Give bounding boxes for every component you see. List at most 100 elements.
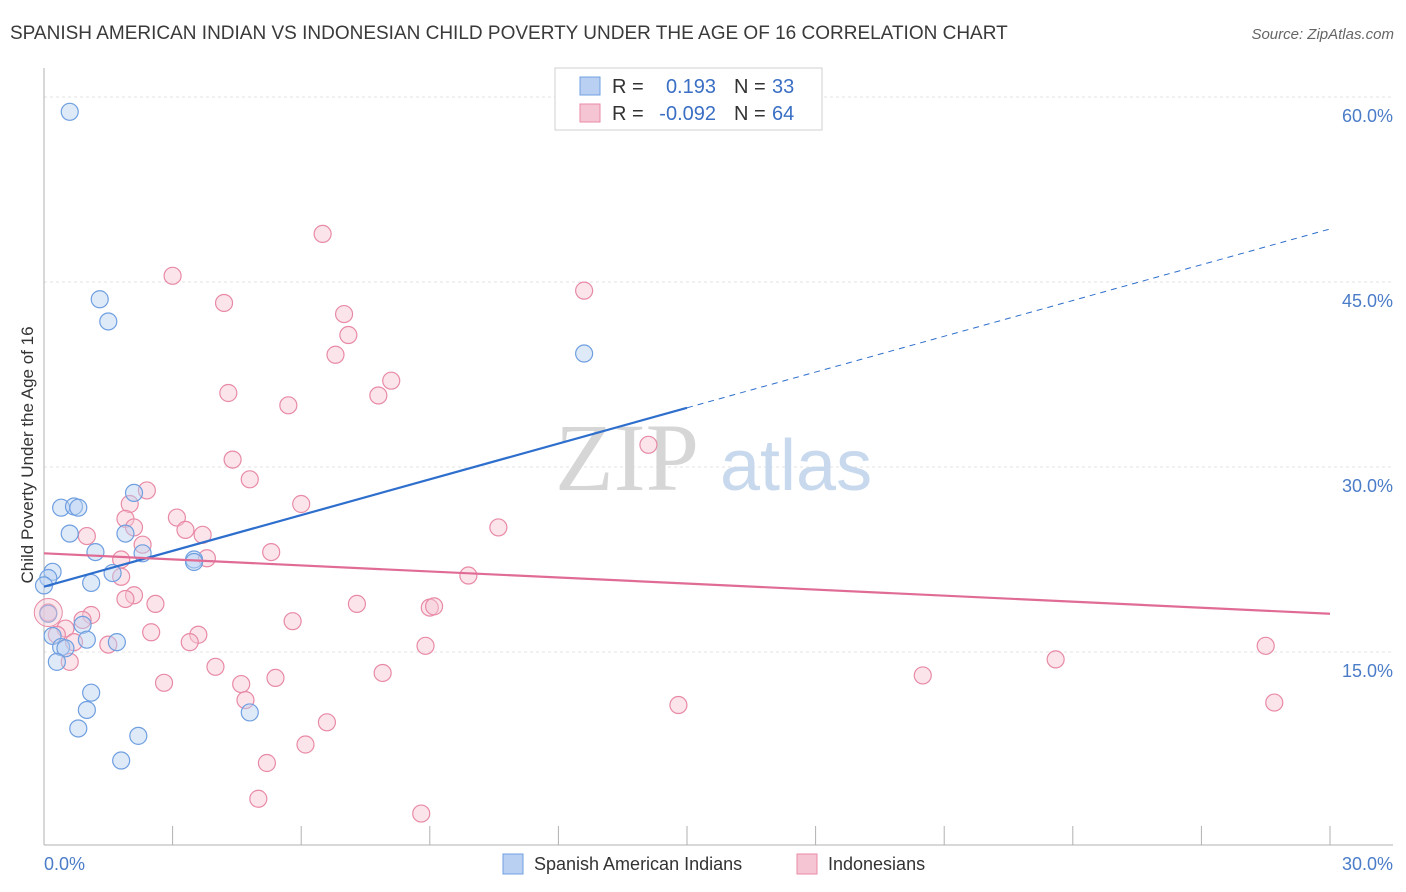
point-indonesian-1 — [163, 266, 182, 285]
stats-swatch-indonesian — [579, 103, 601, 123]
point-indonesian-11 — [639, 435, 658, 454]
point-indonesian-25 — [262, 542, 281, 562]
point-spanish-25 — [56, 639, 75, 658]
stats-legend: R = 0.193 N = 33 R = -0.092 N = 64 — [554, 67, 823, 131]
point-indonesian-42 — [142, 623, 161, 642]
legend-swatch-spanish — [502, 853, 524, 875]
point-indonesian-52 — [373, 663, 392, 683]
stats-r-value-indonesian: -0.092 — [659, 103, 716, 125]
point-indonesian-28 — [459, 566, 478, 585]
point-indonesian-3 — [214, 293, 234, 313]
point-indonesian-16 — [292, 494, 311, 514]
watermark: ZIP atlas — [555, 404, 872, 511]
series-legend: Spanish American Indians Indonesians — [502, 853, 925, 875]
point-spanish-30 — [69, 719, 88, 738]
chart-title: SPANISH AMERICAN INDIAN VS INDONESIAN CH… — [10, 23, 1008, 44]
point-indonesian-55 — [154, 673, 174, 692]
stats-r-value-spanish: 0.193 — [666, 76, 716, 98]
point-indonesian-12 — [223, 450, 242, 469]
data-points — [33, 102, 1284, 823]
point-indonesian-60 — [317, 713, 337, 732]
point-indonesian-15 — [120, 494, 139, 514]
point-indonesian-31 — [116, 589, 135, 609]
point-spanish-8 — [60, 524, 79, 543]
point-spanish-31 — [129, 726, 148, 745]
point-indonesian-51 — [206, 657, 225, 676]
point-indonesian-33 — [347, 594, 367, 614]
y-axis-tick-labels: 15.0% 30.0% 45.0% 60.0% — [1342, 106, 1393, 681]
y-tick-label-0: 15.0% — [1342, 661, 1393, 681]
point-indonesian-45 — [180, 633, 199, 652]
watermark-zip: ZIP — [555, 404, 699, 511]
legend-swatch-indonesian — [796, 853, 818, 875]
stats-swatch-spanish — [579, 76, 601, 96]
point-indonesian-48 — [1256, 636, 1275, 655]
point-indonesian-35 — [424, 597, 444, 616]
point-spanish-22 — [77, 630, 96, 649]
point-indonesian-61 — [296, 735, 315, 754]
point-indonesian-32 — [146, 594, 165, 614]
x-tick-label-1: 30.0% — [1342, 854, 1393, 874]
x-tick-label-0: 0.0% — [44, 854, 85, 874]
point-spanish-32 — [112, 751, 131, 770]
point-indonesian-6 — [326, 345, 345, 364]
point-indonesian-10 — [279, 396, 298, 415]
point-spanish-1 — [90, 290, 109, 309]
stats-r-label-spanish: R = — [612, 76, 644, 98]
x-axis-ticks — [172, 826, 1331, 845]
point-indonesian-21 — [176, 520, 195, 540]
point-spanish-3 — [575, 344, 594, 363]
point-spanish-13 — [184, 552, 204, 572]
point-indonesian-8 — [219, 383, 238, 403]
point-indonesian-39 — [283, 612, 302, 631]
point-spanish-10 — [86, 542, 105, 562]
trend-line-spanish-extension — [686, 228, 1331, 409]
chart-source: Source: ZipAtlas.com — [1251, 26, 1394, 43]
point-indonesian-54 — [266, 668, 285, 688]
trend-line-indonesian — [43, 552, 1331, 615]
point-indonesian-63 — [249, 789, 268, 808]
point-spanish-7 — [124, 483, 144, 502]
point-indonesian-38 — [73, 610, 92, 630]
legend-label-indonesian: Indonesians — [828, 854, 925, 874]
point-spanish-27 — [82, 683, 101, 702]
y-axis-label: Child Poverty Under the Age of 16 — [18, 326, 37, 583]
point-indonesian-62 — [257, 753, 277, 773]
point-spanish-6 — [69, 498, 88, 517]
point-indonesian-20 — [489, 518, 508, 537]
point-spanish-23 — [107, 633, 126, 652]
point-indonesian-46 — [416, 636, 435, 655]
point-indonesian-17 — [167, 508, 186, 527]
point-indonesian-64 — [412, 804, 431, 823]
point-indonesian-58 — [669, 695, 688, 715]
point-indonesian-23 — [77, 526, 96, 546]
stats-n-label-spanish: N = — [734, 76, 766, 98]
y-tick-label-2: 45.0% — [1342, 291, 1393, 311]
point-indonesian-56 — [232, 674, 251, 694]
point-spanish-29 — [240, 703, 259, 722]
x-axis-tick-labels: 0.0% 30.0% — [44, 854, 1393, 874]
point-indonesian-9 — [369, 386, 388, 405]
stats-n-value-indonesian: 64 — [772, 103, 794, 125]
y-tick-label-3: 60.0% — [1342, 106, 1393, 126]
point-indonesian-53 — [913, 666, 932, 685]
point-spanish-26 — [47, 652, 66, 671]
stats-r-label-indonesian: R = — [612, 103, 644, 125]
point-indonesian-4 — [334, 304, 354, 324]
point-spanish-9 — [116, 524, 135, 543]
legend-label-spanish: Spanish American Indians — [534, 854, 742, 874]
point-indonesian-5 — [339, 325, 358, 345]
point-indonesian-59 — [1265, 693, 1284, 712]
stats-n-label-indonesian: N = — [734, 103, 766, 125]
point-spanish-0 — [60, 102, 79, 121]
point-spanish-17 — [82, 573, 101, 593]
point-indonesian-0 — [313, 224, 332, 243]
point-indonesian-50 — [60, 652, 79, 671]
watermark-atlas: atlas — [720, 426, 872, 506]
point-indonesian-cluster — [33, 598, 63, 628]
point-spanish-19 — [39, 604, 58, 623]
stats-n-value-spanish: 33 — [772, 76, 794, 98]
point-indonesian-2 — [575, 281, 594, 300]
y-tick-label-1: 30.0% — [1342, 476, 1393, 496]
